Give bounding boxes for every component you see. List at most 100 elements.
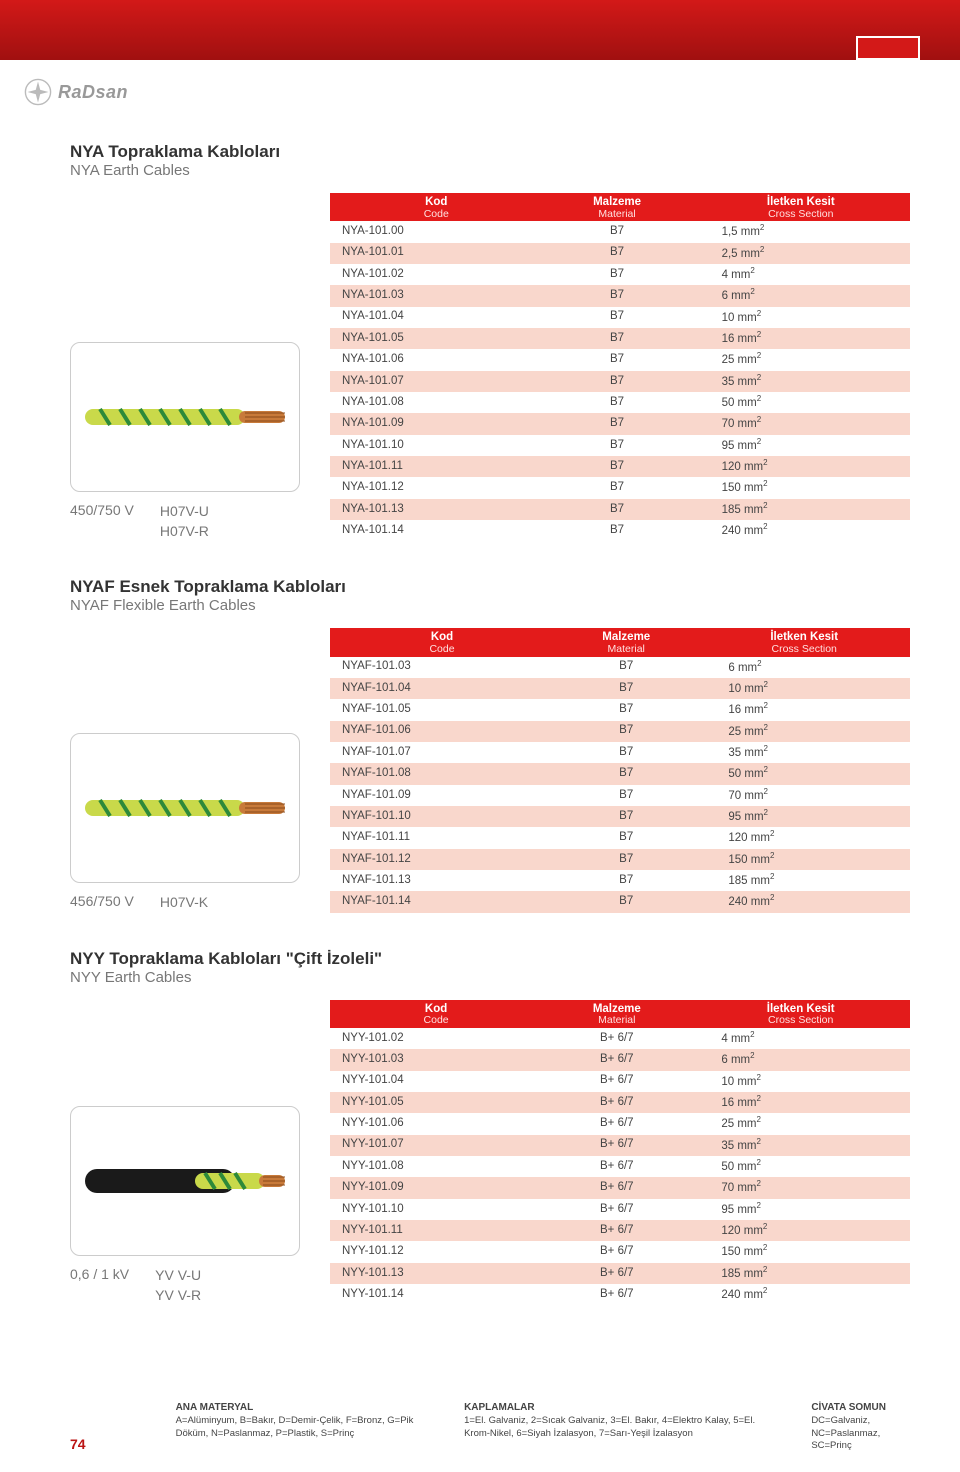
material-cell: B+ 6/7 [542,1113,691,1134]
spec-labels: 0,6 / 1 kV YV V-UYV V-R [70,1266,330,1305]
table-row: NYAF-101.10 B7 95 mm2 [330,806,910,827]
cross-section-cell: 50 mm2 [691,1156,910,1177]
table-row: NYAF-101.06 B7 25 mm2 [330,721,910,742]
code-cell: NYAF-101.14 [330,891,554,912]
material-cell: B7 [554,742,698,763]
material-cell: B+ 6/7 [542,1049,691,1070]
code-cell: NYY-101.14 [330,1284,542,1305]
material-cell: B+ 6/7 [542,1092,691,1113]
code-cell: NYY-101.05 [330,1092,542,1113]
table-row: NYAF-101.07 B7 35 mm2 [330,742,910,763]
cross-section-cell: 70 mm2 [698,785,910,806]
code-cell: NYAF-101.03 [330,657,554,678]
section-subtitle: NYA Earth Cables [70,162,910,179]
table-row: NYAF-101.12 B7 150 mm2 [330,849,910,870]
material-cell: B7 [543,371,692,392]
cross-section-cell: 95 mm2 [692,435,910,456]
section-title: NYAF Esnek Topraklama Kabloları [70,577,910,597]
cross-section-cell: 6 mm2 [691,1049,910,1070]
logo-icon [24,78,52,106]
material-cell: B7 [554,657,698,678]
table-row: NYAF-101.11 B7 120 mm2 [330,827,910,848]
code-cell: NYA-101.03 [330,285,543,306]
code-cell: NYY-101.12 [330,1241,542,1262]
cross-section-cell: 35 mm2 [698,742,910,763]
cross-section-cell: 95 mm2 [691,1199,910,1220]
type-labels: YV V-UYV V-R [155,1266,201,1305]
voltage-label: 450/750 V [70,502,134,541]
cross-section-cell: 240 mm2 [691,1284,910,1305]
cable-image [70,342,300,492]
material-cell: B7 [543,243,692,264]
material-cell: B+ 6/7 [542,1220,691,1241]
table-row: NYY-101.10 B+ 6/7 95 mm2 [330,1199,910,1220]
col-cross-section: İletken KesitCross Section [698,628,910,656]
cross-section-cell: 35 mm2 [691,1135,910,1156]
material-cell: B7 [543,477,692,498]
table-row: NYY-101.06 B+ 6/7 25 mm2 [330,1113,910,1134]
table-row: NYAF-101.14 B7 240 mm2 [330,891,910,912]
code-cell: NYA-101.10 [330,435,543,456]
code-cell: NYA-101.04 [330,307,543,328]
cross-section-cell: 25 mm2 [692,349,910,370]
material-cell: B7 [543,221,692,242]
material-cell: B7 [543,307,692,328]
material-cell: B7 [554,870,698,891]
cable-image [70,733,300,883]
table-row: NYA-101.14 B7 240 mm2 [330,520,910,541]
cross-section-cell: 120 mm2 [691,1220,910,1241]
table-row: NYY-101.09 B+ 6/7 70 mm2 [330,1177,910,1198]
cross-section-cell: 10 mm2 [698,678,910,699]
table-row: NYY-101.13 B+ 6/7 185 mm2 [330,1263,910,1284]
cross-section-cell: 6 mm2 [698,657,910,678]
code-cell: NYAF-101.05 [330,699,554,720]
table-row: NYAF-101.13 B7 185 mm2 [330,870,910,891]
table-row: NYY-101.14 B+ 6/7 240 mm2 [330,1284,910,1305]
cross-section-cell: 10 mm2 [691,1071,910,1092]
material-cell: B7 [543,435,692,456]
cable-image [70,1106,300,1256]
cross-section-cell: 1,5 mm2 [692,221,910,242]
section-title: NYA Topraklama Kabloları [70,142,910,162]
table-row: NYY-101.04 B+ 6/7 10 mm2 [330,1071,910,1092]
code-cell: NYY-101.13 [330,1263,542,1284]
cross-section-cell: 70 mm2 [692,413,910,434]
cross-section-cell: 240 mm2 [698,891,910,912]
code-cell: NYAF-101.11 [330,827,554,848]
voltage-label: 456/750 V [70,893,134,913]
table-row: NYA-101.06 B7 25 mm2 [330,349,910,370]
brand-logo: RaDsan [0,60,960,112]
material-cell: B+ 6/7 [542,1156,691,1177]
material-cell: B7 [554,827,698,848]
cross-section-cell: 2,5 mm2 [692,243,910,264]
code-cell: NYA-101.02 [330,264,543,285]
col-material: MalzemeMaterial [542,1000,691,1028]
table-row: NYAF-101.08 B7 50 mm2 [330,763,910,784]
cross-section-cell: 4 mm2 [692,264,910,285]
material-cell: B+ 6/7 [542,1241,691,1262]
code-cell: NYAF-101.09 [330,785,554,806]
cross-section-cell: 25 mm2 [691,1113,910,1134]
code-cell: NYY-101.04 [330,1071,542,1092]
code-cell: NYA-101.14 [330,520,543,541]
col-code: KodCode [330,193,543,221]
cross-section-cell: 120 mm2 [698,827,910,848]
table-row: NYA-101.03 B7 6 mm2 [330,285,910,306]
code-cell: NYA-101.06 [330,349,543,370]
code-cell: NYAF-101.08 [330,763,554,784]
cross-section-cell: 150 mm2 [691,1241,910,1262]
table-row: NYA-101.05 B7 16 mm2 [330,328,910,349]
material-cell: B7 [543,413,692,434]
table-row: NYY-101.11 B+ 6/7 120 mm2 [330,1220,910,1241]
code-cell: NYA-101.09 [330,413,543,434]
table-row: NYAF-101.05 B7 16 mm2 [330,699,910,720]
spec-labels: 450/750 V H07V-UH07V-R [70,502,330,541]
code-cell: NYY-101.10 [330,1199,542,1220]
spec-table: KodCode MalzemeMaterial İletken KesitCro… [330,193,910,541]
table-row: NYA-101.12 B7 150 mm2 [330,477,910,498]
code-cell: NYA-101.11 [330,456,543,477]
cross-section-cell: 150 mm2 [698,849,910,870]
cross-section-cell: 150 mm2 [692,477,910,498]
code-cell: NYA-101.07 [330,371,543,392]
material-cell: B7 [543,520,692,541]
